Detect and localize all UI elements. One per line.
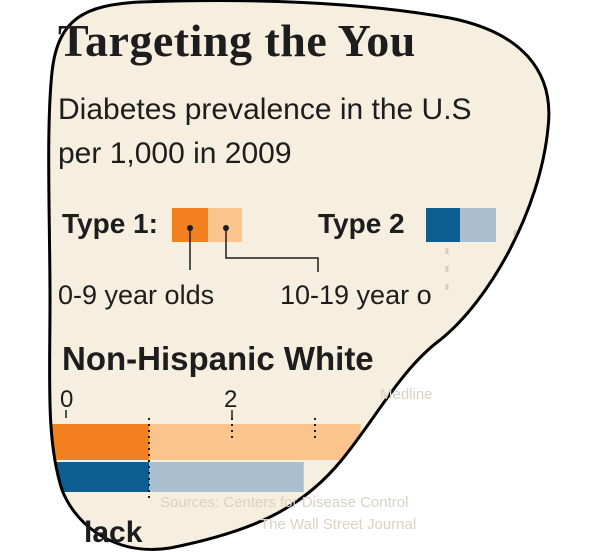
faint-source-1: Sources: Centers for Disease Control bbox=[160, 494, 409, 511]
bar-type2-10-19 bbox=[149, 462, 304, 492]
x-tick-label-0: 0 bbox=[60, 386, 74, 413]
subtitle-line-1: Diabetes prevalence in the U.S bbox=[58, 93, 472, 126]
legend-leader-10-19 bbox=[225, 228, 319, 272]
bar-type2-0-9 bbox=[48, 462, 149, 492]
legend-age-10-19: 10-19 year o bbox=[280, 280, 432, 310]
bar-type1-0-9 bbox=[48, 424, 149, 460]
chart-subtitle: Diabetes prevalence in the U.S per 1,000… bbox=[58, 88, 472, 176]
group-label: Non-Hispanic White bbox=[62, 340, 374, 377]
legend-age-0-9: 0-9 year olds bbox=[58, 280, 215, 310]
legend-swatch-type1-10-19 bbox=[208, 208, 242, 242]
x-tick-label-2: 2 bbox=[224, 386, 238, 413]
legend-swatch-type2-0-9 bbox=[426, 208, 460, 242]
legend-type2-label: Type 2 bbox=[318, 208, 405, 239]
legend-type1-label: Type 1: bbox=[62, 208, 158, 239]
faint-source-2: The Wall Street Journal bbox=[260, 516, 417, 533]
faint-label-right: Medline bbox=[380, 386, 433, 403]
legend-swatch-type2-10-19 bbox=[460, 208, 496, 242]
bar-type1-10-19 bbox=[149, 424, 361, 460]
subtitle-line-2: per 1,000 in 2009 bbox=[58, 137, 292, 170]
chart-title: Targeting the You bbox=[58, 15, 416, 66]
next-group-label: lack bbox=[84, 516, 143, 549]
